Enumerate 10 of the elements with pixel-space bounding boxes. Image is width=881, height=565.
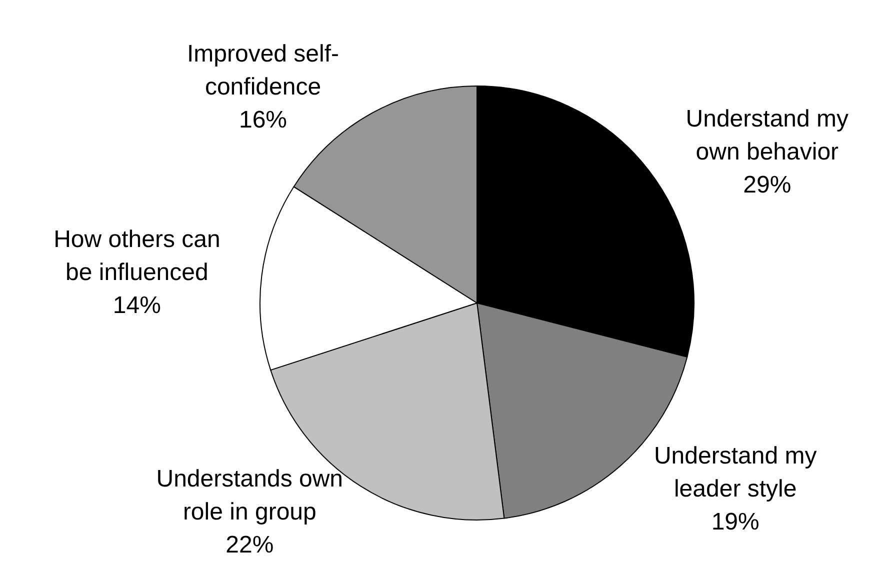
data-label: 29% [743,171,792,198]
slice-label: Understand my leader style [654,442,817,502]
slice-label: Understand my own behavior [686,105,849,166]
slice-label: Improved self- confidence [186,40,340,100]
data-label: 22% [226,531,274,558]
slice-label: How others can be influenced [54,226,220,286]
slice-label: Understands own role in group [156,465,344,526]
data-label: 16% [238,106,288,134]
data-label: 19% [711,508,760,535]
data-label: 14% [112,292,161,319]
